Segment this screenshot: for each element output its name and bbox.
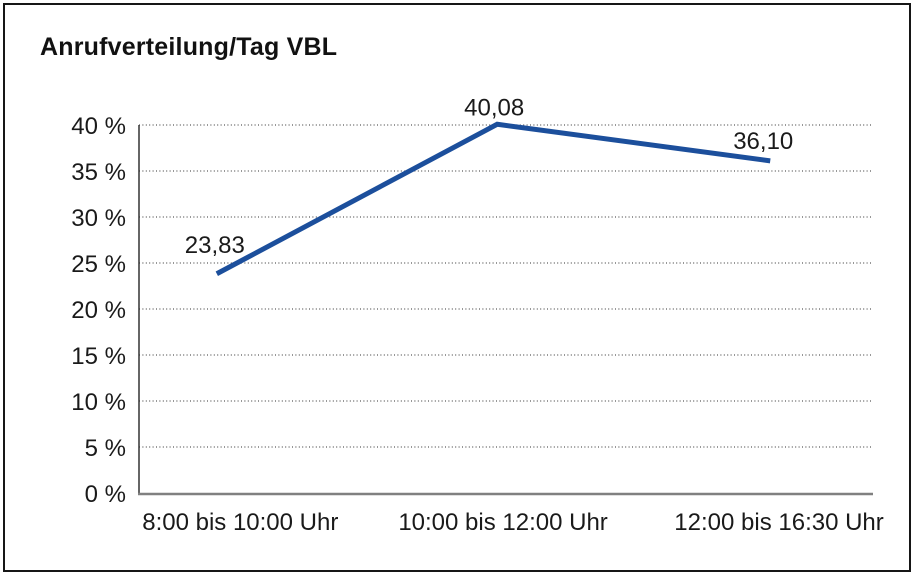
y-axis-tick-label: 40 % bbox=[71, 113, 126, 140]
y-axis-tick-label: 15 % bbox=[71, 343, 126, 370]
y-axis-tick-label: 20 % bbox=[71, 297, 126, 324]
data-point-label: 36,10 bbox=[733, 128, 793, 155]
y-axis-tick-label: 35 % bbox=[71, 159, 126, 186]
y-axis-tick-label: 5 % bbox=[85, 435, 126, 462]
data-point-label: 40,08 bbox=[464, 94, 524, 121]
x-axis-category-label: 12:00 bis 16:30 Uhr bbox=[674, 509, 883, 536]
y-axis-tick-label: 0 % bbox=[85, 481, 126, 508]
y-axis-tick-label: 25 % bbox=[71, 251, 126, 278]
data-line-series bbox=[215, 121, 771, 276]
y-axis-tick-label: 30 % bbox=[71, 205, 126, 232]
x-axis-category-label: 8:00 bis 10:00 Uhr bbox=[142, 509, 338, 536]
y-axis-tick-label: 10 % bbox=[71, 389, 126, 416]
data-point-label: 23,83 bbox=[185, 232, 245, 259]
chart-title: Anrufverteilung/Tag VBL bbox=[40, 33, 338, 61]
x-axis-category-label: 10:00 bis 12:00 Uhr bbox=[398, 509, 607, 536]
